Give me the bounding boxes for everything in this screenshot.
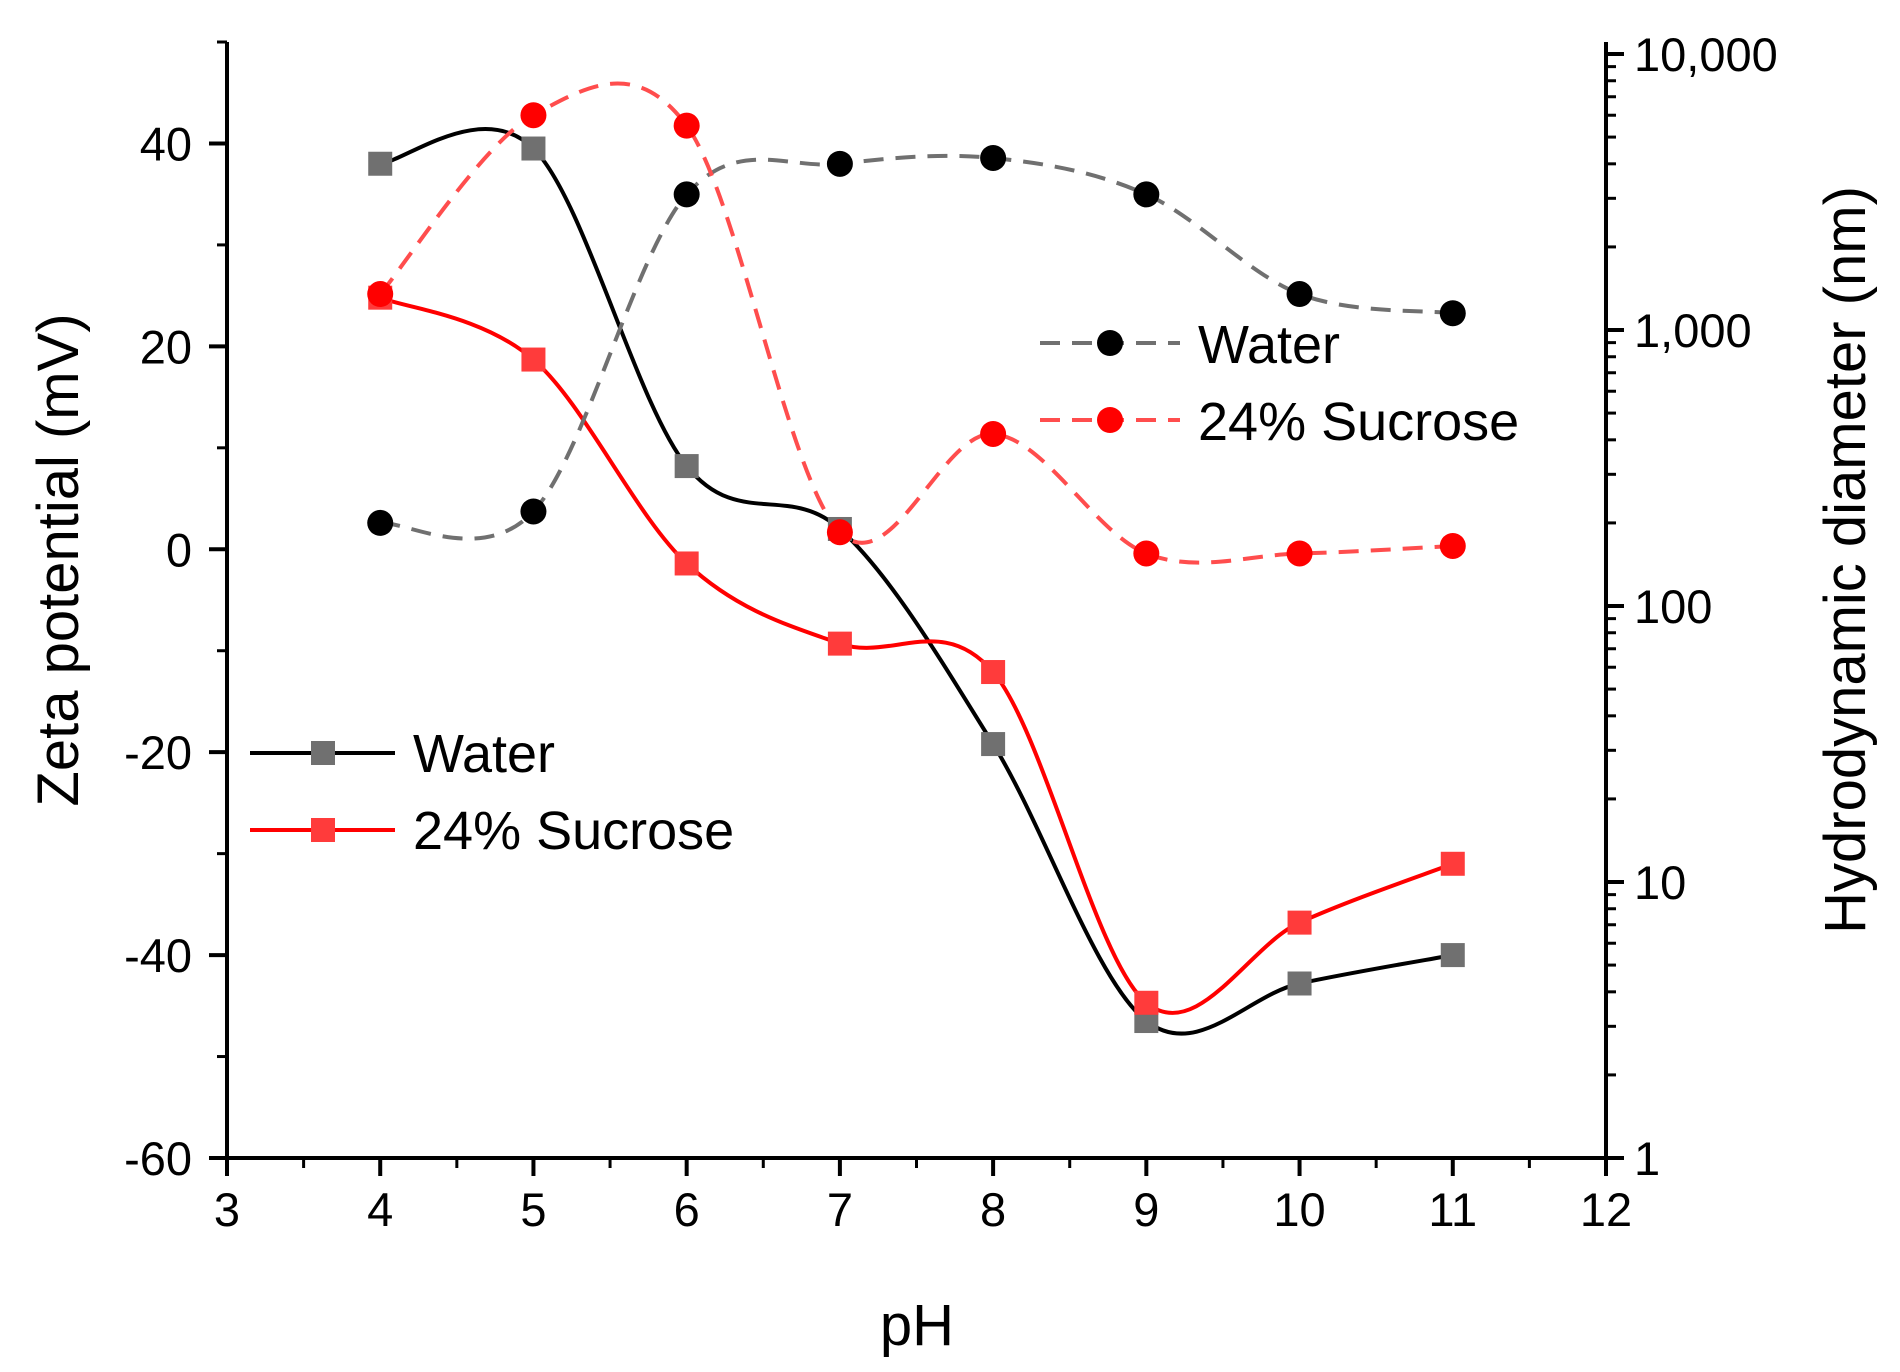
left-axis-title: Zeta potential (mV) bbox=[26, 313, 91, 806]
legend-zeta-sucrose-label: 24% Sucrose bbox=[413, 801, 734, 861]
diameter-marker-1-6 bbox=[1286, 540, 1313, 567]
legend-zeta-water-label: Water bbox=[413, 724, 555, 784]
axes bbox=[225, 42, 1608, 1160]
diameter-marker-0-5 bbox=[1133, 181, 1160, 208]
right-tick-label-0: 1 bbox=[1634, 1132, 1660, 1185]
legend-diameter: Water 24% Sucrose bbox=[1040, 315, 1519, 452]
legend-diameter-sucrose-label: 24% Sucrose bbox=[1198, 392, 1519, 452]
right-tick-label-1: 10 bbox=[1634, 856, 1686, 909]
diameter-curve-1 bbox=[378, 81, 1453, 565]
diameter-marker-0-0 bbox=[367, 509, 394, 536]
x-tick-label-1: 4 bbox=[367, 1183, 393, 1236]
zeta-marker-1-1 bbox=[521, 347, 546, 372]
diameter-marker-0-7 bbox=[1439, 300, 1466, 327]
x-tick-label-4: 7 bbox=[827, 1183, 853, 1236]
x-tick-label-7: 10 bbox=[1273, 1183, 1325, 1236]
diameter-marker-1-5 bbox=[1133, 540, 1160, 567]
ticks bbox=[209, 40, 1624, 1176]
zeta-marker-1-4 bbox=[981, 660, 1006, 685]
diameter-marker-1-1 bbox=[520, 102, 547, 129]
diameter-marker-1-0 bbox=[367, 281, 394, 308]
diameter-marker-0-4 bbox=[980, 144, 1007, 171]
left-tick-label-4: 20 bbox=[140, 320, 192, 373]
zeta-marker-0-1 bbox=[521, 136, 546, 161]
left-tick-labels: -60 -40 -20 0 20 40 bbox=[124, 117, 192, 1185]
right-axis-title: Hydrodynamic diameter (nm) bbox=[1813, 186, 1878, 934]
diameter-marker-1-2 bbox=[673, 112, 700, 139]
diameter-marker-0-2 bbox=[673, 181, 700, 208]
right-tick-label-2: 100 bbox=[1634, 580, 1712, 633]
diameter-marker-1-7 bbox=[1439, 532, 1466, 559]
legend-zeta-water-marker bbox=[311, 741, 335, 765]
x-tick-label-3: 6 bbox=[674, 1183, 700, 1236]
legend-diameter-water-label: Water bbox=[1198, 315, 1340, 375]
x-tick-labels: 3 4 5 6 7 8 9 10 11 12 bbox=[214, 1183, 1632, 1236]
diameter-marker-1-4 bbox=[980, 420, 1007, 447]
zeta-marker-0-6 bbox=[1287, 971, 1312, 996]
x-tick-label-9: 12 bbox=[1580, 1183, 1632, 1236]
data-markers bbox=[367, 102, 1466, 1034]
right-tick-labels: 1 10 100 1,000 10,000 bbox=[1634, 28, 1778, 1185]
diameter-marker-1-3 bbox=[826, 519, 853, 546]
zeta-curve-1 bbox=[379, 295, 1454, 1015]
zeta-marker-0-4 bbox=[981, 732, 1006, 757]
zeta-marker-1-5 bbox=[1134, 990, 1159, 1015]
x-axis-title: pH bbox=[880, 1293, 954, 1358]
diameter-curve-0 bbox=[380, 153, 1454, 541]
zeta-marker-1-3 bbox=[827, 631, 852, 656]
legend-diameter-sucrose-marker bbox=[1097, 407, 1123, 433]
left-tick-label-3: 0 bbox=[166, 523, 192, 576]
x-tick-label-6: 9 bbox=[1133, 1183, 1159, 1236]
zeta-marker-1-6 bbox=[1287, 910, 1312, 935]
diameter-marker-0-6 bbox=[1286, 281, 1313, 308]
right-tick-label-4: 10,000 bbox=[1634, 28, 1778, 81]
zeta-marker-1-2 bbox=[674, 551, 699, 576]
left-tick-label-5: 40 bbox=[140, 117, 192, 170]
legend-zeta-sucrose-marker bbox=[311, 818, 335, 842]
zeta-curve-0 bbox=[379, 127, 1454, 1036]
left-tick-label-1: -40 bbox=[124, 929, 192, 982]
diameter-marker-0-1 bbox=[520, 498, 547, 525]
x-tick-label-2: 5 bbox=[520, 1183, 546, 1236]
right-tick-label-3: 1,000 bbox=[1634, 304, 1752, 357]
zeta-marker-0-7 bbox=[1440, 943, 1465, 968]
legend-zeta: Water 24% Sucrose bbox=[250, 724, 734, 861]
x-tick-label-0: 3 bbox=[214, 1183, 240, 1236]
zeta-marker-0-0 bbox=[368, 151, 393, 176]
fitted-curves bbox=[378, 81, 1454, 1036]
x-tick-label-5: 8 bbox=[980, 1183, 1006, 1236]
diameter-marker-0-3 bbox=[826, 150, 853, 177]
zeta-marker-1-7 bbox=[1440, 851, 1465, 876]
left-tick-label-0: -60 bbox=[124, 1132, 192, 1185]
legend-diameter-water-marker bbox=[1097, 330, 1123, 356]
left-tick-label-2: -20 bbox=[124, 726, 192, 779]
x-tick-label-8: 11 bbox=[1428, 1183, 1477, 1236]
zeta-marker-0-2 bbox=[674, 454, 699, 479]
